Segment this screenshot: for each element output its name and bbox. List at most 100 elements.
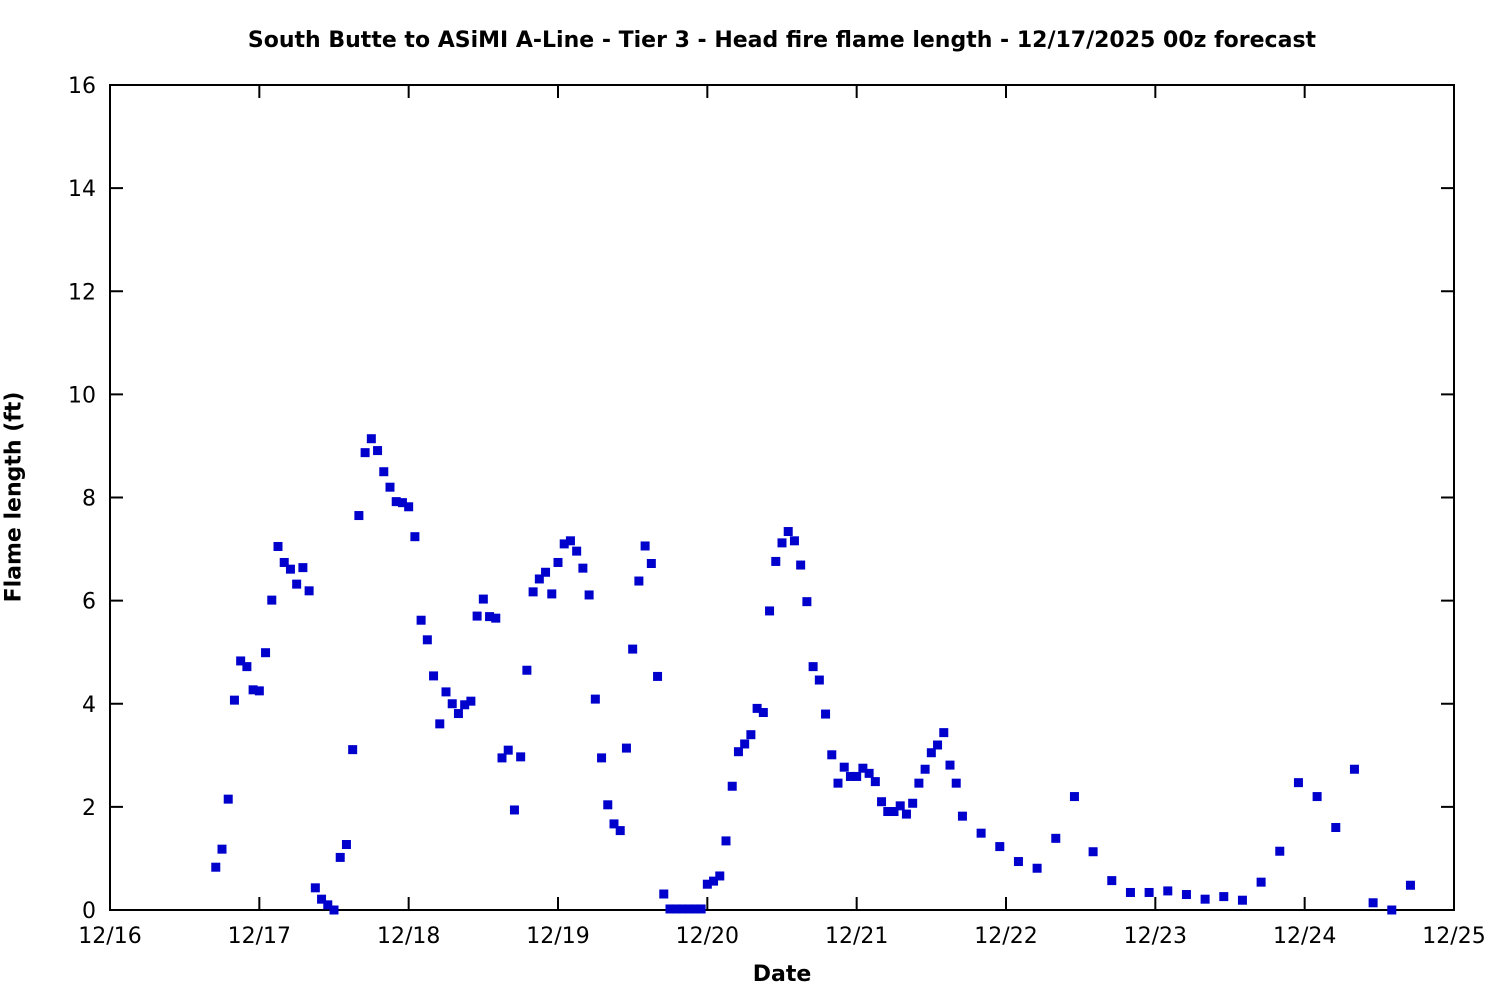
data-point: [702, 879, 712, 889]
data-point: [1405, 880, 1415, 890]
data-point: [534, 574, 544, 584]
data-point: [522, 665, 532, 675]
data-point: [690, 904, 700, 914]
data-point: [783, 527, 793, 537]
data-point: [229, 695, 239, 705]
data-point: [833, 778, 843, 788]
y-tick-label: 6: [82, 590, 96, 615]
data-point: [777, 538, 787, 548]
data-point: [789, 536, 799, 546]
data-point: [877, 797, 887, 807]
data-point: [597, 753, 607, 763]
data-point: [659, 889, 669, 899]
data-point: [646, 559, 656, 568]
data-point: [746, 730, 756, 740]
data-point: [509, 805, 519, 815]
data-point: [808, 662, 818, 672]
data-point: [261, 648, 271, 658]
data-point: [267, 595, 277, 605]
data-point: [827, 750, 837, 760]
data-point: [497, 753, 507, 763]
data-point: [1125, 887, 1135, 897]
data-point: [472, 611, 482, 621]
data-point: [858, 763, 868, 773]
data-point: [491, 613, 501, 623]
data-point: [397, 498, 407, 508]
data-point: [671, 904, 681, 914]
data-point: [752, 703, 762, 713]
data-point: [584, 590, 594, 600]
data-point: [684, 904, 694, 914]
data-point: [1256, 877, 1266, 887]
data-point: [814, 675, 824, 685]
data-point: [1368, 898, 1378, 908]
data-point: [559, 539, 569, 549]
data-point: [908, 798, 918, 808]
data-point: [758, 708, 768, 718]
x-axis-label: Date: [752, 962, 812, 987]
x-tick-label: 12/21: [825, 924, 888, 949]
plot-border: [109, 84, 1455, 911]
data-point: [1275, 846, 1285, 856]
data-point: [211, 862, 221, 872]
data-point: [933, 740, 943, 750]
data-point: [802, 597, 812, 607]
data-point: [889, 807, 899, 817]
data-point: [957, 811, 967, 821]
data-point: [883, 807, 893, 817]
data-point: [640, 541, 650, 551]
x-tick-label: 12/17: [228, 924, 291, 949]
data-point: [945, 760, 955, 770]
data-point: [603, 800, 613, 810]
data-point: [292, 579, 302, 589]
data-point: [366, 434, 376, 444]
y-tick-label: 4: [82, 693, 96, 718]
y-tick-label: 16: [68, 74, 96, 99]
data-point: [553, 557, 563, 567]
data-point: [279, 557, 289, 567]
data-point: [852, 771, 862, 781]
data-point: [709, 876, 719, 886]
data-point: [1219, 892, 1229, 902]
data-point: [317, 894, 327, 904]
data-point: [796, 560, 806, 570]
data-point: [951, 778, 961, 788]
data-point: [653, 671, 663, 681]
data-point: [285, 564, 295, 574]
data-point: [541, 567, 551, 577]
data-point: [1349, 764, 1359, 774]
data-point: [609, 819, 619, 829]
data-point: [503, 745, 513, 755]
data-point: [765, 606, 775, 616]
data-point: [236, 656, 246, 666]
data-point: [715, 871, 725, 881]
data-point: [665, 904, 675, 914]
data-point: [1107, 876, 1117, 886]
data-point: [901, 809, 911, 819]
data-point: [976, 828, 986, 838]
data-point: [453, 709, 463, 719]
x-tick-label: 12/20: [676, 924, 739, 949]
chart-title: South Butte to ASiMI A-Line - Tier 3 - H…: [247, 28, 1317, 53]
data-point: [721, 836, 731, 846]
data-point: [572, 546, 582, 556]
data-point: [273, 541, 283, 551]
data-point: [740, 739, 750, 749]
data-point: [410, 532, 420, 542]
data-point: [304, 586, 314, 596]
data-point: [1312, 792, 1322, 802]
data-point: [1293, 778, 1303, 788]
data-point: [1088, 847, 1098, 857]
data-point: [447, 699, 457, 709]
data-point: [466, 696, 476, 706]
data-point: [478, 594, 488, 604]
y-tick-label: 2: [82, 796, 96, 821]
data-point: [416, 615, 426, 625]
data-point: [1331, 823, 1341, 832]
x-tick-label: 12/25: [1422, 924, 1485, 949]
y-tick-label: 14: [68, 177, 96, 202]
y-tick-label: 0: [82, 899, 96, 924]
data-point: [733, 747, 743, 757]
data-point: [634, 576, 644, 586]
